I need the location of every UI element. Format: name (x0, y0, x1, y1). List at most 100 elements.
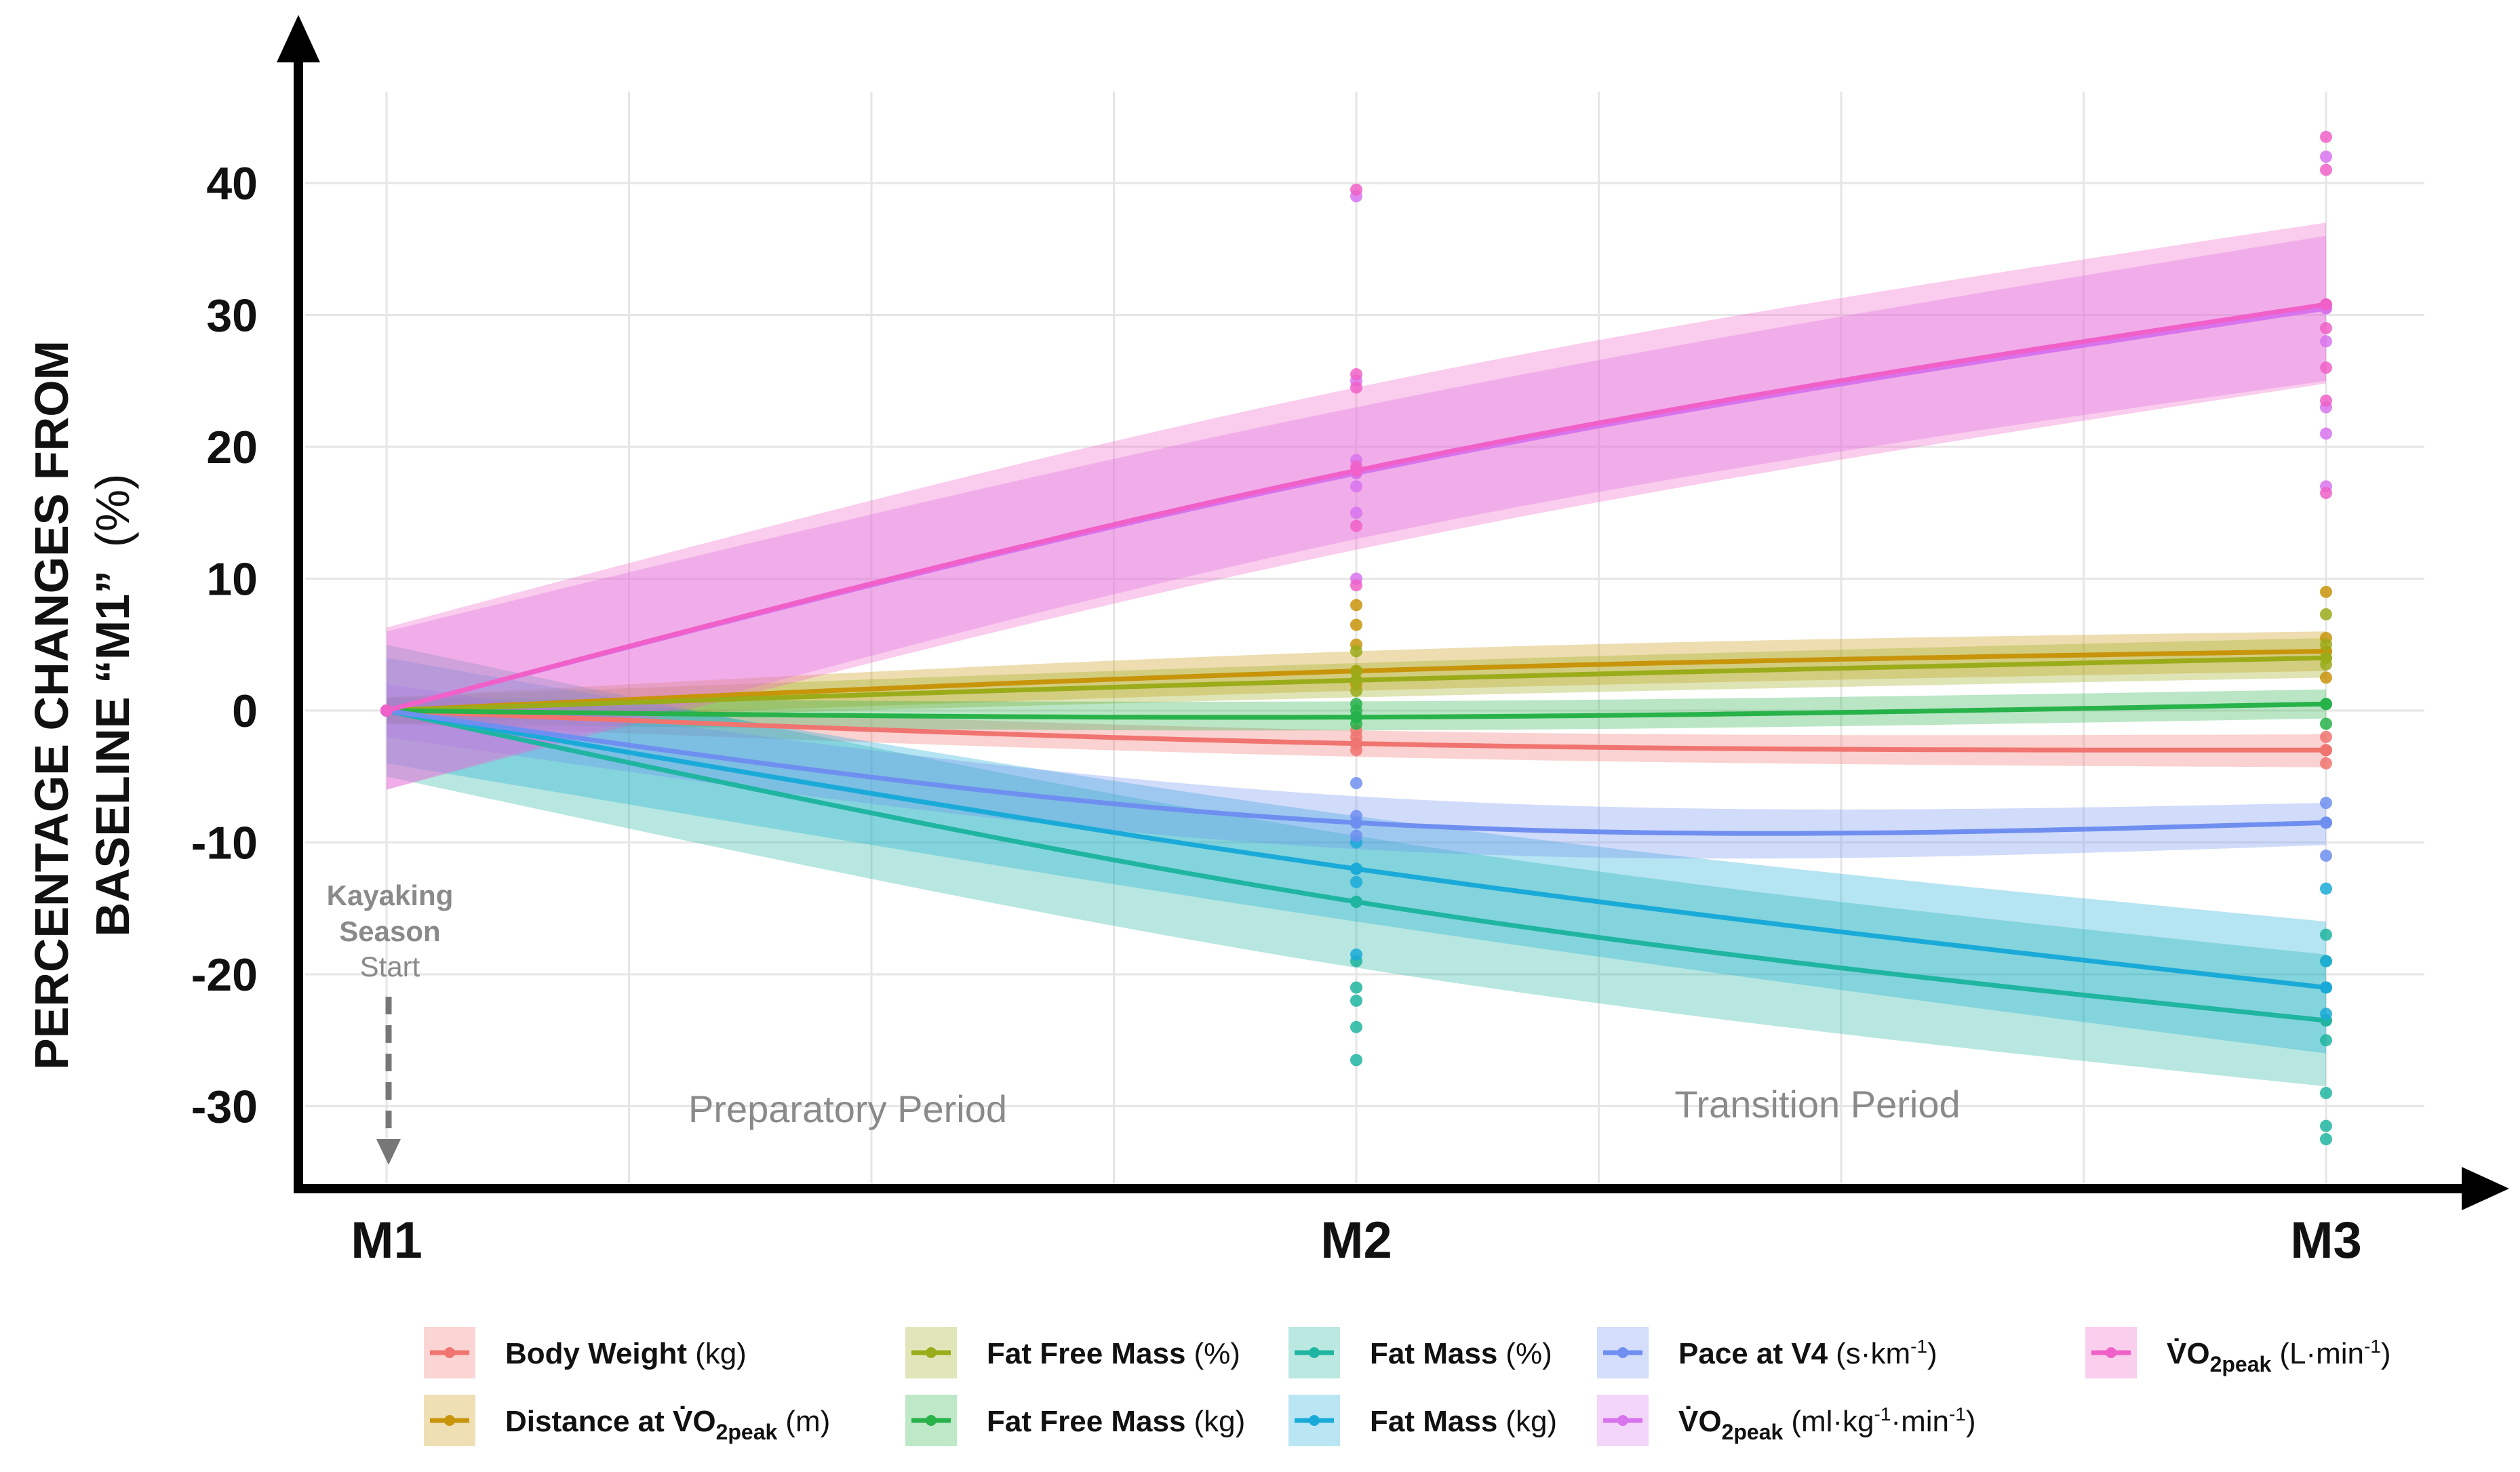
y-tick-label: -20 (191, 949, 258, 1001)
observation-point (2320, 981, 2332, 994)
observation-point (2320, 955, 2332, 968)
legend-label: Pace at V4 (s·km-1) (1678, 1336, 1937, 1370)
observation-point (1350, 829, 1362, 842)
confidence-band-5 (387, 658, 2326, 1054)
observation-point (1350, 776, 1362, 789)
y-tick-label: -30 (191, 1081, 258, 1133)
observation-point (1350, 618, 1362, 631)
observation-point (1350, 744, 1362, 757)
observation-point (1350, 684, 1362, 697)
legend-label: V̇O2peak (L·min-1) (2167, 1336, 2391, 1376)
series-mean-point (1350, 896, 1362, 909)
observation-point (1350, 981, 1362, 994)
observation-point (1350, 1054, 1362, 1067)
observation-point (2320, 744, 2332, 757)
observation-point (2320, 163, 2332, 176)
legend-item-2: Fat Free Mass (%) (905, 1327, 1240, 1378)
legend-item-6: Pace at V4 (s·km-1) (1597, 1327, 1937, 1378)
observation-point (2320, 487, 2332, 500)
legend-swatch-dot (926, 1415, 937, 1426)
x-tick-label: M3 (2290, 1212, 2362, 1269)
observation-point (2320, 130, 2332, 143)
observation-point (2320, 608, 2332, 621)
observation-point (2320, 717, 2332, 730)
annotation-line3: Start (360, 951, 420, 982)
series-mean-point (1350, 674, 1362, 687)
legend-swatch-dot (1617, 1347, 1628, 1358)
observation-point (2320, 1133, 2332, 1146)
observation-point (2320, 797, 2332, 810)
observation-point (2320, 658, 2332, 671)
observation-point (2320, 638, 2332, 651)
observation-point (2320, 361, 2332, 374)
y-axis-title: PERCENTAGE CHANGES FROM BASELINE “M1” (%… (25, 340, 139, 1070)
observation-point (1350, 717, 1362, 730)
season-start-annotation: Kayaking Season Start (327, 879, 454, 1165)
y-axis-title-unit: (%) (86, 474, 139, 548)
observation-point (1350, 810, 1362, 822)
observation-point (1350, 579, 1362, 592)
legend-item-5: Fat Mass (kg) (1288, 1395, 1557, 1446)
legend-swatch-dot (926, 1347, 937, 1358)
svg-text:BASELINE “M1” (%): BASELINE “M1” (%) (86, 474, 139, 937)
observation-point (2320, 757, 2332, 770)
observation-point (2320, 1087, 2332, 1100)
legend-swatch-dot (1309, 1347, 1320, 1358)
observation-point (1350, 599, 1362, 612)
observation-point (1350, 994, 1362, 1007)
legend-label: Fat Free Mass (kg) (987, 1405, 1245, 1438)
observation-point (2320, 151, 2332, 163)
observation-point (1350, 460, 1362, 473)
legend-item-1: Distance at V̇O2peak (m) (424, 1395, 830, 1446)
observation-point (1350, 1020, 1362, 1033)
legend-item-0: Body Weight (kg) (424, 1327, 747, 1378)
legend-label: Fat Mass (%) (1370, 1337, 1552, 1370)
observation-point (2320, 1034, 2332, 1047)
legend-label: Distance at V̇O2peak (m) (505, 1405, 830, 1444)
period-label-transition: Transition Period (1674, 1083, 1960, 1126)
data-points (380, 130, 2332, 1146)
legend-item-8: V̇O2peak (L·min-1) (2085, 1327, 2391, 1378)
observation-point (1350, 875, 1362, 888)
observation-point (2320, 730, 2332, 743)
legend-swatch-dot (444, 1415, 455, 1426)
observation-point (2320, 671, 2332, 684)
legend-label: V̇O2peak (ml·kg-1·min-1) (1678, 1404, 1976, 1444)
legend-swatch-dot (444, 1347, 455, 1358)
observation-point (2320, 1119, 2332, 1132)
grid-lines (305, 92, 2424, 1183)
observation-point (2320, 321, 2332, 334)
legend-item-4: Fat Mass (%) (1288, 1327, 1552, 1378)
observation-point (1350, 381, 1362, 394)
y-axis-arrow-icon (277, 15, 320, 62)
x-tick-label: M2 (1320, 1212, 1392, 1269)
legend: Body Weight (kg) Distance at V̇O2peak (m) Fa… (424, 1327, 2391, 1446)
series-mean-point (2320, 298, 2332, 311)
legend-label: Fat Free Mass (%) (987, 1337, 1240, 1370)
legend-item-3: Fat Free Mass (kg) (905, 1395, 1245, 1446)
y-tick-label: 40 (206, 158, 258, 210)
confidence-band-6 (387, 684, 2326, 859)
y-tick-label: 20 (206, 422, 258, 473)
observation-point (1350, 506, 1362, 519)
observation-point (2320, 698, 2332, 711)
annotation-line1: Kayaking (327, 879, 454, 911)
legend-swatch-dot (1617, 1415, 1628, 1426)
legend-swatch-dot (1309, 1415, 1320, 1426)
observation-point (1350, 183, 1362, 196)
x-axis-arrow-icon (2462, 1167, 2509, 1210)
y-tick-label: 30 (206, 290, 258, 342)
y-tick-label: -10 (191, 818, 258, 869)
series-mean-point (1350, 862, 1362, 875)
y-tick-labels: 40 30 20 10 0 -10 -20 -30 (191, 158, 258, 1133)
observation-point (1350, 698, 1362, 711)
observation-point (2320, 882, 2332, 895)
axes (277, 15, 2509, 1210)
legend-label: Fat Mass (kg) (1370, 1405, 1557, 1438)
annotation-line2: Season (339, 915, 440, 947)
observation-point (2320, 335, 2332, 348)
legend-item-7: V̇O2peak (ml·kg-1·min-1) (1597, 1395, 1976, 1446)
observation-point (2320, 1008, 2332, 1020)
observation-point (2320, 928, 2332, 941)
